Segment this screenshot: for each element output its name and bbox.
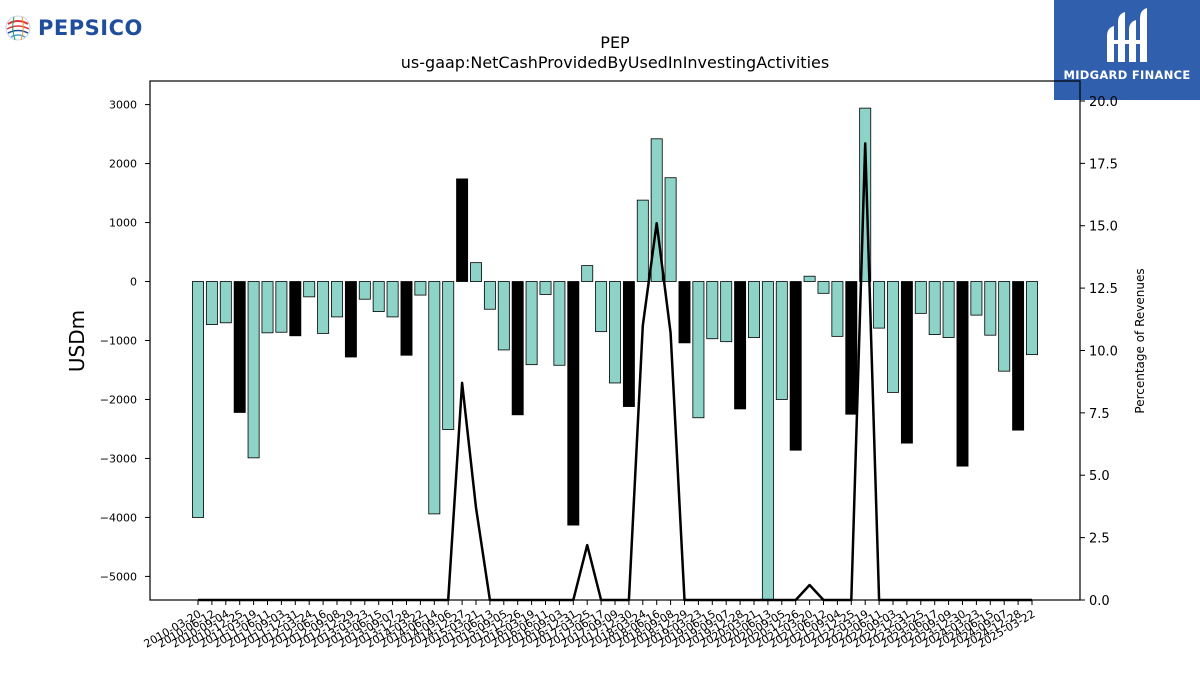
bar-quarter <box>483 281 496 310</box>
bar-annual <box>900 281 913 444</box>
bar-quarter <box>414 281 427 296</box>
bar-annual <box>400 281 413 356</box>
bar-annual <box>1012 281 1025 431</box>
bar-quarter <box>386 281 399 318</box>
bar-annual <box>956 281 969 467</box>
bar-annual <box>289 281 302 337</box>
midgard-finance-logo: MIDGARD FINANCE <box>1054 0 1200 100</box>
bar-quarter <box>706 281 719 340</box>
y-tick-label: −1000 <box>100 335 137 348</box>
bar-quarter <box>581 265 594 282</box>
bar-annual <box>456 178 469 282</box>
bar-quarter <box>261 281 274 334</box>
y-tick-label: −3000 <box>100 452 137 465</box>
bar-quarter <box>887 281 899 393</box>
bar-quarter <box>358 281 371 300</box>
bar-quarter <box>817 281 830 294</box>
bar-quarter <box>761 281 774 601</box>
bar-quarter <box>664 177 677 282</box>
bar-quarter <box>553 281 566 366</box>
bar-quarter <box>525 281 538 366</box>
y-tick-label: −2000 <box>100 393 137 406</box>
bar-quarter <box>720 281 733 343</box>
y2-tick-label: 20.0 <box>1089 95 1118 110</box>
bar-quarter <box>636 199 649 282</box>
bar-annual <box>511 281 524 416</box>
y-tick-label: 3000 <box>109 99 137 112</box>
pepsico-globe-icon <box>5 15 31 41</box>
y-tick-label: 1000 <box>109 217 137 230</box>
bar-quarter <box>539 281 552 295</box>
y-tick-label: 0 <box>130 276 137 289</box>
bar-quarter <box>803 275 816 282</box>
y-axis-right: 0.0 2.5 5.0 7.5 10.0 12.5 15.0 17.5 20.0 <box>1080 95 1118 609</box>
bar-quarter <box>331 281 343 318</box>
bar-quarter <box>247 281 260 459</box>
bar-quarter <box>219 281 232 324</box>
bar-quarter <box>984 281 997 336</box>
pepsico-logo: PEPSICO <box>4 8 143 48</box>
y2-axis-label: Percentage of Revenues <box>1133 268 1147 413</box>
bar-quarter <box>275 281 288 333</box>
bar-quarter <box>372 281 385 312</box>
bar-quarter <box>1026 281 1038 356</box>
chart-title: PEP <box>600 33 630 52</box>
y2-tick-label: 5.0 <box>1089 469 1110 484</box>
bar-quarter <box>428 281 441 515</box>
midgard-logo-text: MIDGARD FINANCE <box>1063 68 1191 82</box>
y2-tick-label: 2.5 <box>1089 532 1110 547</box>
bar-annual <box>734 281 747 410</box>
bar-quarter <box>595 281 608 333</box>
y2-tick-label: 0.0 <box>1089 594 1110 609</box>
bars-layer <box>192 107 1038 601</box>
x-axis: 2010-03-202010-06-122010-09-042010-12-25… <box>142 600 1038 651</box>
bar-quarter <box>873 281 886 329</box>
y-axis-left: 3000 2000 1000 0 −1000 −2000 −3000 −4000 −5000 <box>100 99 150 583</box>
bar-quarter <box>831 281 844 337</box>
bar-quarter <box>470 262 482 282</box>
bar-quarter <box>650 138 663 282</box>
bar-quarter <box>205 281 218 325</box>
bar-annual <box>233 281 246 413</box>
bar-quarter <box>609 281 621 384</box>
bar-quarter <box>692 281 705 419</box>
y2-tick-label: 12.5 <box>1089 282 1118 297</box>
bar-quarter <box>303 281 316 298</box>
pepsico-logo-text: PEPSICO <box>38 16 143 40</box>
y-tick-label: 2000 <box>109 158 137 171</box>
y2-tick-label: 15.0 <box>1089 220 1118 235</box>
bar-quarter <box>192 281 204 518</box>
y-tick-label: −5000 <box>100 570 137 583</box>
bar-quarter <box>914 281 927 314</box>
bar-quarter <box>859 107 872 282</box>
y2-tick-label: 10.0 <box>1089 344 1118 359</box>
bar-quarter <box>998 281 1011 372</box>
bar-quarter <box>442 281 455 430</box>
bar-quarter <box>970 281 983 316</box>
bar-quarter <box>497 281 510 351</box>
chart-subtitle: us-gaap:NetCashProvidedByUsedInInvesting… <box>401 53 829 72</box>
bar-quarter <box>775 281 788 400</box>
y2-tick-label: 7.5 <box>1089 407 1110 422</box>
y2-tick-label: 17.5 <box>1089 157 1118 172</box>
bar-annual <box>567 281 580 526</box>
bar-quarter <box>942 281 955 338</box>
bar-quarter <box>317 281 330 334</box>
bar-annual <box>678 281 691 344</box>
bar-annual <box>622 281 635 407</box>
midgard-mark-icon <box>1107 8 1147 62</box>
bar-quarter <box>748 281 760 338</box>
bar-quarter <box>928 281 941 335</box>
bar-annual <box>344 281 357 358</box>
bar-annual <box>789 281 802 451</box>
y-axis-label: USDm <box>65 310 89 372</box>
y-tick-label: −4000 <box>100 511 137 524</box>
bar-annual <box>845 281 858 415</box>
